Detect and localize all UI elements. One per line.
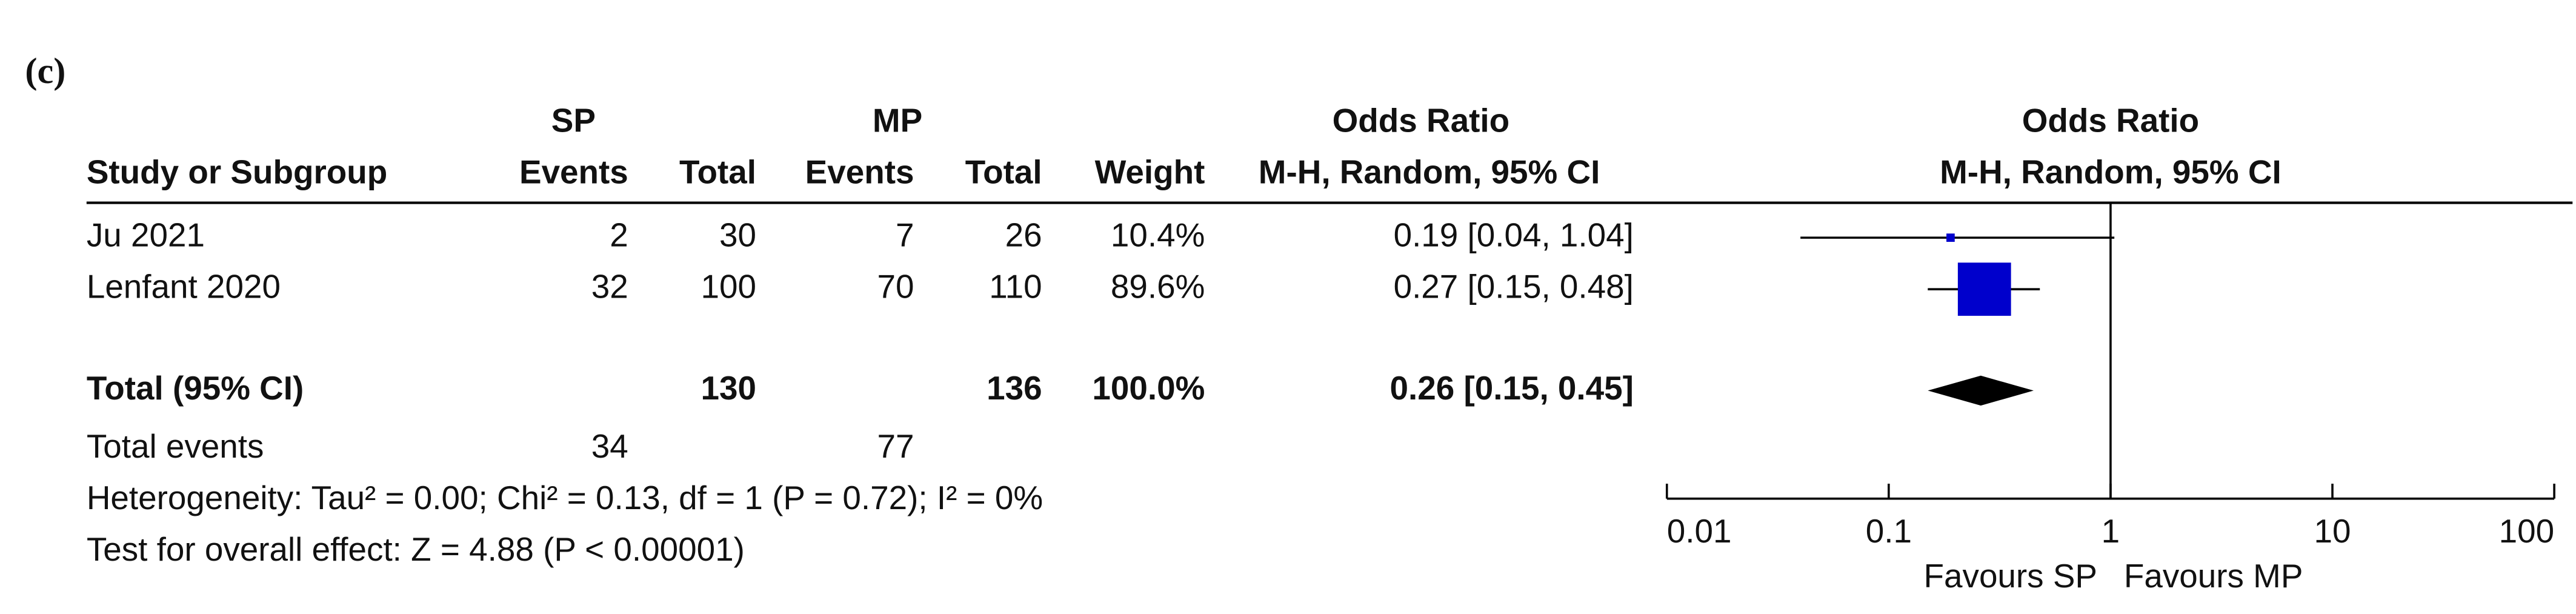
table-cell: 0.19 [0.04, 1.04] xyxy=(1394,216,1634,254)
total-cell: 136 xyxy=(987,369,1042,407)
effect-square xyxy=(1946,233,1955,242)
column-header: Total xyxy=(965,153,1042,190)
study-name: Lenfant 2020 xyxy=(87,268,281,305)
pooled-diamond xyxy=(1928,375,2034,406)
x-tick-label: 10 xyxy=(2314,512,2351,550)
column-header: Events xyxy=(519,153,628,190)
column-header: Weight xyxy=(1095,153,1205,190)
column-header: Total xyxy=(679,153,756,190)
x-tick-label: 1 xyxy=(2102,512,2120,550)
total-cell: 130 xyxy=(701,369,756,407)
total-events-cell: 77 xyxy=(877,427,914,465)
favours-label: Favours SP xyxy=(1924,557,2097,595)
total-events-label: Total events xyxy=(87,427,264,465)
study-name: Ju 2021 xyxy=(87,216,205,254)
table-cell: 110 xyxy=(989,268,1042,305)
column-header: Study or Subgroup xyxy=(87,153,387,190)
group-header: Odds Ratio xyxy=(1333,101,1509,139)
group-header: SP xyxy=(551,101,596,139)
group-header: MP xyxy=(873,101,922,139)
x-tick-label: 0.01 xyxy=(1667,512,1732,550)
table-cell: 89.6% xyxy=(1111,268,1205,305)
x-tick-label: 100 xyxy=(2499,512,2554,550)
column-header: Events xyxy=(805,153,914,190)
panel-label: (c) xyxy=(25,51,65,92)
total-label: Total (95% CI) xyxy=(87,369,304,407)
table-cell: 32 xyxy=(591,268,628,305)
total-events-cell: 34 xyxy=(591,427,628,465)
favours-label: Favours MP xyxy=(2124,557,2303,595)
table-cell: 30 xyxy=(719,216,756,254)
column-header: M-H, Random, 95% CI xyxy=(1259,153,1600,190)
total-cell: 100.0% xyxy=(1092,369,1205,407)
overall-effect: Test for overall effect: Z = 4.88 (P < 0… xyxy=(87,530,745,568)
table-cell: 2 xyxy=(610,216,628,254)
x-tick-label: 0.1 xyxy=(1866,512,1912,550)
column-header: M-H, Random, 95% CI xyxy=(1940,153,2281,190)
table-cell: 0.27 [0.15, 0.48] xyxy=(1394,268,1634,305)
heterogeneity: Heterogeneity: Tau² = 0.00; Chi² = 0.13,… xyxy=(87,479,1043,516)
table-cell: 7 xyxy=(896,216,914,254)
total-cell: 0.26 [0.15, 0.45] xyxy=(1390,369,1634,407)
table-cell: 100 xyxy=(701,268,756,305)
table-cell: 70 xyxy=(877,268,914,305)
group-header: Odds Ratio xyxy=(2022,101,2199,139)
table-cell: 26 xyxy=(1005,216,1042,254)
table-cell: 10.4% xyxy=(1111,216,1205,254)
effect-square xyxy=(1957,262,2011,316)
